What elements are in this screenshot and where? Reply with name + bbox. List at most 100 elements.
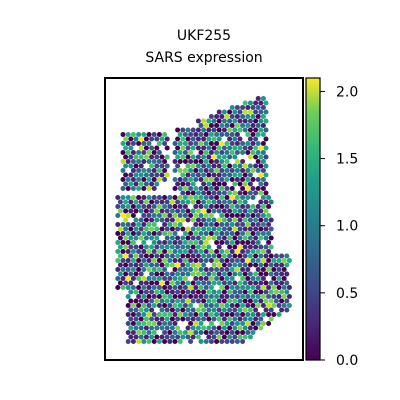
- spot-point: [253, 298, 259, 304]
- spot-point: [203, 177, 209, 182]
- spot-point: [159, 253, 165, 259]
- spot-point: [206, 199, 212, 205]
- spot-point: [206, 127, 212, 133]
- spot-point: [263, 298, 269, 304]
- spot-point: [190, 235, 196, 241]
- spot-point: [120, 267, 126, 272]
- spot-point: [128, 298, 134, 304]
- spot-point: [219, 240, 225, 245]
- spot-point: [271, 303, 277, 308]
- spot-point: [245, 276, 251, 281]
- spot-point: [175, 145, 181, 151]
- spot-point: [276, 258, 282, 263]
- spot-point: [188, 195, 194, 200]
- spot-point: [214, 330, 220, 335]
- spot-point: [214, 240, 220, 245]
- spot-point: [188, 141, 194, 146]
- spot-point: [232, 253, 238, 259]
- spot-point: [250, 258, 256, 263]
- spot-point: [193, 141, 199, 146]
- spot-point: [211, 289, 217, 295]
- spot-point: [255, 96, 261, 101]
- spot-point: [206, 289, 212, 295]
- spot-point: [242, 289, 248, 295]
- spot-point: [271, 312, 277, 317]
- spot-point: [182, 294, 188, 299]
- spot-point: [286, 303, 292, 308]
- spot-point: [143, 172, 149, 178]
- spot-point: [258, 298, 264, 304]
- spot-point: [258, 163, 264, 169]
- spot-point: [206, 136, 212, 142]
- spot-point: [255, 249, 261, 254]
- spot-point: [125, 258, 131, 263]
- spot-point: [154, 244, 160, 250]
- spot-point: [175, 235, 181, 241]
- spot-point: [276, 294, 282, 299]
- spot-point: [211, 271, 217, 277]
- spot-point: [206, 226, 212, 232]
- spot-point: [214, 204, 220, 209]
- spot-point: [120, 276, 126, 281]
- spot-point: [138, 217, 144, 223]
- spot-point: [162, 330, 168, 335]
- spot-point: [227, 316, 233, 322]
- spot-point: [198, 330, 204, 335]
- spot-point: [240, 294, 246, 299]
- spot-point: [268, 235, 274, 241]
- spot-point: [206, 307, 212, 313]
- spot-point: [219, 222, 225, 227]
- spot-point: [224, 168, 230, 173]
- spot-point: [245, 114, 251, 119]
- spot-point: [206, 253, 212, 259]
- spot-point: [255, 186, 261, 191]
- spot-point: [185, 172, 191, 178]
- spot-point: [185, 244, 191, 250]
- spot-point: [208, 294, 214, 299]
- spot-point: [133, 253, 139, 259]
- spot-point: [229, 168, 235, 173]
- spot-point: [193, 222, 199, 227]
- spot-point: [154, 253, 160, 259]
- spot-point: [224, 195, 230, 200]
- spot-point: [255, 267, 261, 272]
- spot-point: [242, 316, 248, 322]
- spot-point: [128, 307, 134, 313]
- spot-point: [224, 339, 230, 344]
- spot-point: [232, 154, 238, 160]
- spot-point: [201, 136, 207, 142]
- spot-point: [154, 208, 160, 214]
- spot-point: [172, 285, 178, 290]
- spot-point: [234, 114, 240, 119]
- spot-point: [172, 141, 178, 146]
- spot-point: [143, 280, 149, 286]
- spot-point: [125, 231, 131, 236]
- spot-point: [190, 163, 196, 169]
- spot-point: [162, 276, 168, 281]
- spot-point: [284, 289, 290, 295]
- spot-point: [229, 123, 235, 128]
- spot-point: [234, 330, 240, 335]
- spot-point: [177, 168, 183, 173]
- spot-point: [276, 285, 282, 290]
- spot-point: [260, 285, 266, 290]
- spot-point: [221, 325, 227, 331]
- spot-point: [159, 208, 165, 214]
- spot-point: [141, 159, 147, 164]
- spot-point: [255, 150, 261, 155]
- spot-point: [211, 199, 217, 205]
- spot-point: [255, 303, 261, 308]
- spot-point: [164, 316, 170, 322]
- spot-point: [130, 186, 136, 191]
- spot-point: [219, 339, 225, 344]
- colorbar-tick-label: 0.0: [336, 353, 358, 369]
- spot-point: [286, 258, 292, 263]
- spot-point: [253, 118, 259, 124]
- spot-point: [188, 285, 194, 290]
- spot-point: [250, 294, 256, 299]
- spot-point: [234, 150, 240, 155]
- spot-point: [190, 226, 196, 232]
- spot-point: [219, 204, 225, 209]
- spot-point: [138, 244, 144, 250]
- spot-point: [219, 159, 225, 164]
